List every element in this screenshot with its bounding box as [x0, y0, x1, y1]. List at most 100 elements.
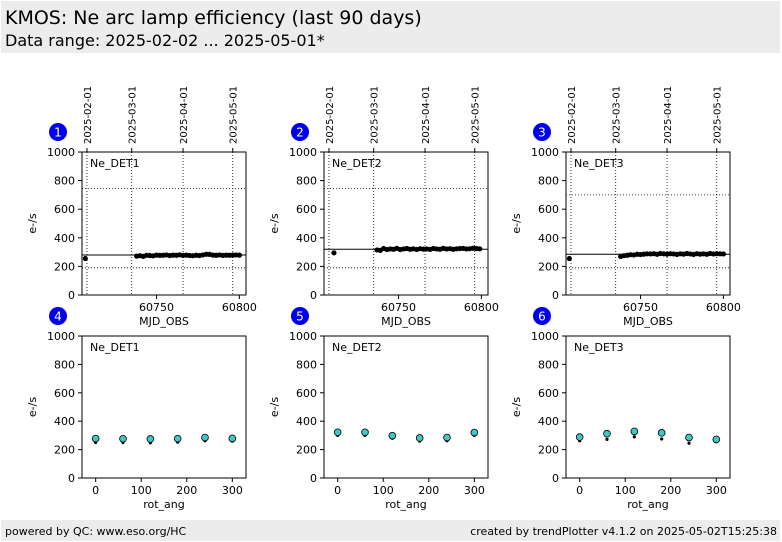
panel-6-data-point — [657, 429, 666, 437]
panel-5-xtick-label: 0 — [334, 484, 341, 497]
panel-4-badge-number: 4 — [54, 310, 62, 324]
footer-created-by: created by trendPlotter v4.1.2 on 2025-0… — [470, 525, 777, 538]
panel-4-ytick-label: 0 — [68, 472, 75, 485]
panel-6-ytick-label: 400 — [538, 415, 559, 428]
panel-1-date-label: 2025-02-01 — [83, 86, 94, 144]
panel-2-badge — [291, 123, 309, 141]
panel-2-ytick-label: 1000 — [289, 146, 317, 159]
panel-4-xtick-label: 300 — [222, 484, 243, 497]
panel-2-date-label: 2025-05-01 — [471, 86, 482, 144]
panel-6-ytick-label: 200 — [538, 444, 559, 457]
panel-6-min-point — [660, 437, 664, 441]
panel-6-data-point — [630, 427, 639, 436]
panel-6-xlabel: rot_ang — [627, 498, 669, 511]
panel-3-data-point — [566, 255, 572, 262]
panel-1-series-label: Ne_DET1 — [90, 157, 140, 170]
panel-3-data-point — [720, 251, 726, 257]
panel-5-xlabel: rot_ang — [385, 498, 427, 511]
panel-2-ytick-label: 600 — [296, 203, 317, 216]
panel-1-ytick-label: 400 — [54, 232, 75, 245]
panel-4-data-point — [146, 435, 155, 443]
panel-3-ylabel: e-/s — [510, 213, 523, 233]
panel-2-date-label: 2025-04-01 — [421, 86, 432, 144]
panel-5-ylabel: e-/s — [268, 397, 281, 417]
panel-5-xtick-label: 300 — [464, 484, 485, 497]
panel-2-ytick-label: 400 — [296, 232, 317, 245]
panel-6-ytick-label: 600 — [538, 387, 559, 400]
panel-2-xlabel: MJD_OBS — [381, 315, 431, 328]
panel-4-xlabel: rot_ang — [143, 498, 185, 511]
panel-6-min-point — [687, 441, 691, 445]
panel-3-ytick-label: 0 — [552, 289, 559, 302]
panel-6-xtick-label: 100 — [615, 484, 636, 497]
panel-6-xtick-label: 300 — [706, 484, 727, 497]
panel-6-frame — [565, 335, 731, 479]
panel-3-badge — [533, 123, 551, 141]
panel-4-data-point — [173, 434, 182, 443]
panel-3-ytick-label: 1000 — [531, 146, 559, 159]
panel-4-data-point — [91, 434, 100, 443]
panel-4-ytick-label: 600 — [54, 387, 75, 400]
panel-1-ytick-label: 600 — [54, 203, 75, 216]
panel-6-badge-number: 6 — [538, 310, 546, 324]
panel-2-xtick-label: 60750 — [381, 301, 416, 314]
page-title: KMOS: Ne arc lamp efficiency (last 90 da… — [5, 7, 422, 29]
panel-3-xtick-label: 60750 — [623, 301, 658, 314]
panel-3-badge-number: 3 — [538, 126, 546, 140]
panel-3-ytick-label: 200 — [538, 260, 559, 273]
panel-2-xtick-label: 60800 — [464, 301, 499, 314]
panel-2-ylabel: e-/s — [268, 213, 281, 233]
panel-1-badge-number: 1 — [54, 126, 62, 140]
panel-6-ylabel: e-/s — [510, 397, 523, 417]
panel-5-ytick-label: 400 — [296, 415, 317, 428]
panel-3-ytick-label: 800 — [538, 175, 559, 188]
panel-6-min-point — [605, 437, 609, 441]
report-header: KMOS: Ne arc lamp efficiency (last 90 da… — [1, 1, 780, 53]
panel-1-ytick-label: 800 — [54, 175, 75, 188]
panel-5-series-label: Ne_DET2 — [332, 341, 382, 354]
panel-3-ytick-label: 400 — [538, 232, 559, 245]
panel-1-xtick-label: 60800 — [222, 301, 257, 314]
panel-6-data-point — [603, 429, 611, 438]
panel-2-badge-number: 2 — [296, 126, 304, 140]
panel-5-ytick-label: 0 — [310, 472, 317, 485]
panel-2-series-label: Ne_DET2 — [332, 157, 382, 170]
panel-1-frame — [81, 151, 247, 296]
panel-2-ytick-label: 0 — [310, 289, 317, 302]
panel-5-frame — [323, 335, 489, 479]
panel-2-frame — [323, 151, 489, 296]
panel-3-date-label: 2025-04-01 — [663, 86, 674, 144]
panel-3-series-label: Ne_DET3 — [574, 157, 624, 170]
panel-4-frame — [81, 335, 247, 479]
panel-1-ytick-label: 200 — [54, 260, 75, 273]
panel-4-ylabel: e-/s — [26, 397, 39, 417]
panel-3-ytick-label: 600 — [538, 203, 559, 216]
panel-5-xtick-label: 200 — [418, 484, 439, 497]
panel-3-xlabel: MJD_OBS — [623, 315, 673, 328]
panel-4-data-point — [201, 433, 209, 442]
panel-2-date-label: 2025-02-01 — [325, 86, 336, 144]
panel-5-data-point — [333, 428, 342, 437]
report-footer: powered by QC: www.eso.org/HC created by… — [1, 520, 780, 541]
panel-4-xtick-label: 200 — [176, 484, 197, 497]
panel-6-series-label: Ne_DET3 — [574, 341, 624, 354]
panel-1-ytick-label: 0 — [68, 289, 75, 302]
panel-5-ytick-label: 1000 — [289, 330, 317, 343]
panel-3-date-label: 2025-05-01 — [713, 86, 724, 144]
panel-5-data-point — [415, 434, 424, 442]
panel-1-date-label: 2025-05-01 — [229, 86, 240, 144]
panel-6-xtick-label: 0 — [576, 484, 583, 497]
panel-1-data-point — [236, 252, 242, 258]
footer-powered-by: powered by QC: www.eso.org/HC — [5, 525, 187, 538]
panel-6-data-point — [685, 433, 693, 442]
panel-4-ytick-label: 800 — [54, 358, 75, 371]
panel-5-ytick-label: 200 — [296, 444, 317, 457]
panel-4-ytick-label: 400 — [54, 415, 75, 428]
panel-6-badge — [533, 307, 551, 325]
panel-1-ytick-label: 1000 — [47, 146, 75, 159]
panel-1-date-label: 2025-04-01 — [179, 86, 190, 144]
panel-4-badge — [49, 307, 67, 325]
panel-5-ytick-label: 600 — [296, 387, 317, 400]
panel-3-frame — [565, 151, 731, 296]
